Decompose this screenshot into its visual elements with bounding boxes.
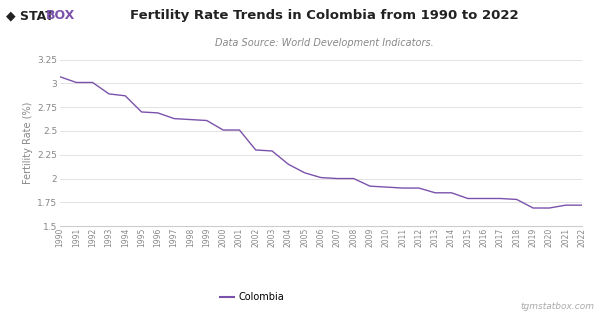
Y-axis label: Fertility Rate (%): Fertility Rate (%) (23, 102, 33, 184)
Text: BOX: BOX (46, 9, 75, 22)
Text: ◆ STAT: ◆ STAT (6, 9, 54, 22)
Text: tgmstatbox.com: tgmstatbox.com (520, 302, 594, 311)
Legend: Colombia: Colombia (216, 288, 288, 306)
Text: Fertility Rate Trends in Colombia from 1990 to 2022: Fertility Rate Trends in Colombia from 1… (130, 9, 518, 22)
Text: Data Source: World Development Indicators.: Data Source: World Development Indicator… (215, 38, 433, 48)
